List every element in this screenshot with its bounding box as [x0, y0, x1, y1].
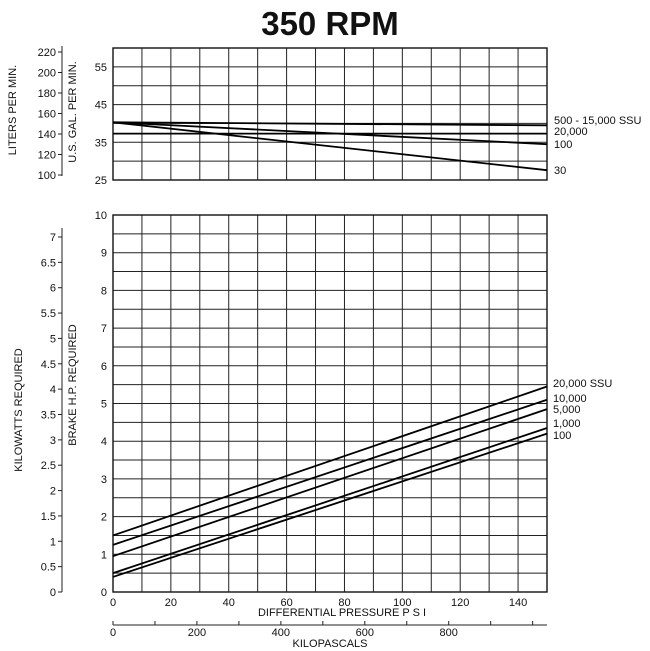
x-tick-label: 140	[509, 597, 527, 609]
plot-frame	[112, 214, 548, 593]
secondary-y-tick-label: 0	[50, 587, 56, 599]
secondary-y-axis-title: KILOWATTS REQUIRED	[13, 348, 25, 472]
y-tick-label: 45	[95, 100, 107, 112]
series-line	[112, 121, 548, 127]
y-tick-label: 9	[101, 248, 107, 260]
secondary-x-tick-label: 800	[440, 627, 458, 639]
secondary-y-tick-label: 220	[38, 47, 56, 59]
series-label: 20,000	[554, 126, 588, 138]
secondary-y-tick-label: 5.5	[41, 308, 56, 320]
secondary-y-tick-label: 140	[38, 129, 56, 141]
x-tick-label: 0	[110, 597, 116, 609]
series-line	[112, 121, 548, 146]
secondary-y-tick-label: 4.5	[41, 359, 56, 371]
series-label: 30	[554, 165, 566, 177]
secondary-x-tick-label: 200	[188, 627, 206, 639]
secondary-x-tick-label: 400	[272, 627, 290, 639]
secondary-y-tick-label: 3	[50, 435, 56, 447]
secondary-y-tick-label: 120	[38, 150, 56, 162]
x-tick-label: 40	[223, 597, 235, 609]
y-tick-label: 1	[101, 549, 107, 561]
y-axis-title: BRAKE H.P. REQUIRED	[67, 324, 79, 445]
secondary-y-tick-label: 4	[50, 384, 56, 396]
series-line	[112, 385, 548, 537]
series-line	[112, 432, 548, 578]
y-tick-label: 7	[101, 323, 107, 335]
y-tick-label: 8	[101, 285, 107, 297]
flow-chart-panel: 55 45 35 25 220 200 180 160 140 120 100 LITERS PER …	[7, 46, 642, 187]
secondary-y-tick-label: 180	[38, 88, 56, 100]
series-label: 100	[554, 139, 572, 151]
secondary-x-tick-label: 0	[110, 627, 116, 639]
series-line	[112, 398, 548, 546]
series-label: 20,000 SSU	[553, 378, 612, 390]
secondary-y-tick-label: 0.5	[41, 562, 56, 574]
secondary-y-tick-label: 160	[38, 109, 56, 121]
x-tick-label: 20	[165, 597, 177, 609]
series-label: 1,000	[553, 418, 581, 430]
x-tick-label: 60	[280, 597, 292, 609]
x-tick-label: 100	[393, 597, 411, 609]
secondary-y-tick-label: 6.5	[41, 257, 56, 269]
y-tick-label: 2	[101, 512, 107, 524]
plot-frame	[112, 47, 548, 181]
secondary-y-tick-label: 7	[50, 232, 56, 244]
y-tick-label: 0	[101, 587, 107, 599]
secondary-y-tick-label: 1.5	[41, 511, 56, 523]
series-label: 100	[553, 430, 571, 442]
y-tick-label: 5	[101, 399, 107, 411]
secondary-x-axis-title: KILOPASCALS	[293, 638, 368, 650]
secondary-x-tick-label: 600	[356, 627, 374, 639]
y-tick-label: 10	[95, 210, 107, 222]
y-tick-label: 6	[101, 361, 107, 373]
x-axis-title: DIFFERENTIAL PRESSURE P S I	[258, 607, 426, 619]
secondary-y-tick-label: 6	[50, 283, 56, 295]
secondary-y-tick-label: 200	[38, 68, 56, 80]
y-tick-label: 35	[95, 137, 107, 149]
secondary-y-tick-label: 2	[50, 486, 56, 498]
secondary-y-tick-label: 100	[38, 170, 56, 182]
chart-title: 350 RPM	[261, 5, 399, 42]
series-line	[112, 427, 548, 575]
series-line	[112, 121, 548, 172]
x-tick-label: 80	[338, 597, 350, 609]
y-axis-title: U.S. GAL. PER MIN.	[67, 61, 79, 162]
secondary-y-tick-label: 2.5	[41, 460, 56, 472]
secondary-y-tick-label: 3.5	[41, 410, 56, 422]
series-line	[112, 408, 548, 558]
y-tick-label: 55	[95, 62, 107, 74]
series-label: 10,000	[553, 393, 587, 405]
series-label: 500 - 15,000 SSU	[554, 115, 642, 127]
y-tick-label: 3	[101, 474, 107, 486]
secondary-y-tick-label: 1	[50, 536, 56, 548]
y-tick-label: 25	[95, 175, 107, 187]
secondary-y-axis-title: LITERS PER MIN.	[7, 65, 19, 155]
y-tick-label: 4	[101, 436, 107, 448]
secondary-y-tick-label: 5	[50, 333, 56, 345]
power-chart-panel: 01234567891000.511.522.533.544.555.566.5…	[13, 210, 612, 650]
series-label: 5,000	[553, 404, 581, 416]
x-tick-label: 120	[451, 597, 469, 609]
